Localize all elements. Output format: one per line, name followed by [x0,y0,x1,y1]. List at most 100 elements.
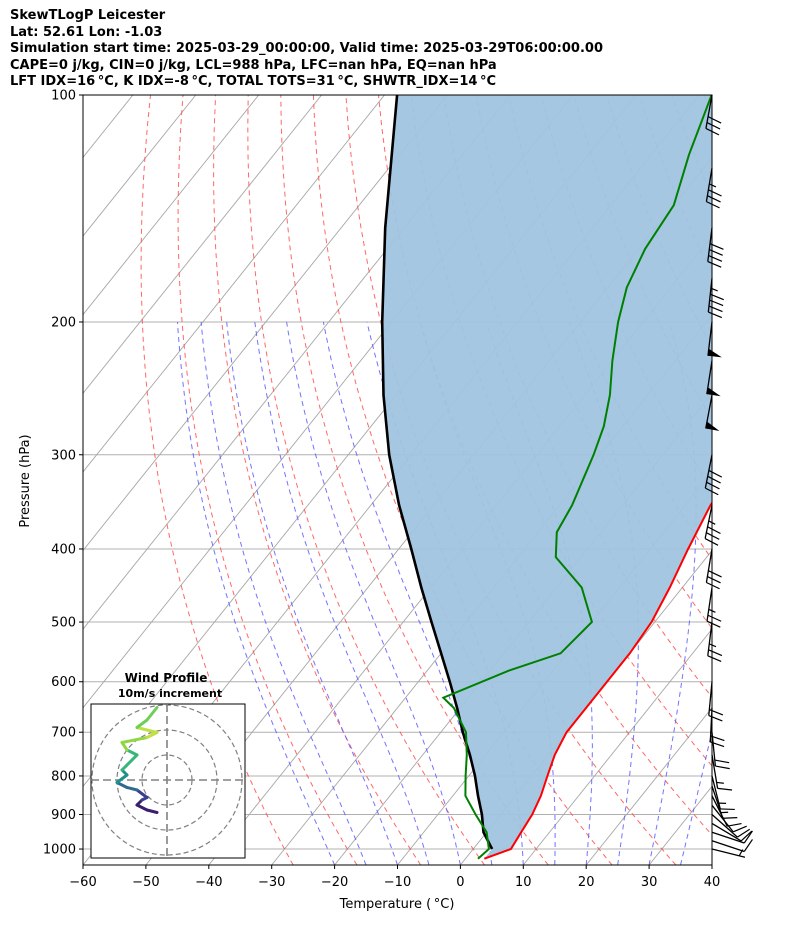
wind-profile-body [91,704,245,858]
wind-barb [711,732,730,770]
wind-profile-frame [90,703,246,859]
wind-profile-segment [135,788,149,799]
moist-adiabat [226,321,398,865]
isotherm [775,95,794,865]
x-axis-label: Temperature ( °C) [339,897,455,912]
wind-barb [707,278,724,319]
wind-barb [708,681,724,722]
wind-barb [711,804,747,833]
barb-full [708,189,722,197]
barb-full [708,570,722,578]
moist-adiabat [177,321,336,865]
x-tick-label: −60 [69,875,96,890]
indices-line-2: LFT IDX=16 °C, K IDX=-8 °C, TOTAL TOTS=3… [10,74,497,89]
x-tick-label: −10 [384,875,411,890]
y-tick-label: 800 [51,769,76,784]
barb-full [709,249,723,256]
barb-flag [706,387,721,397]
dry-adiabat [703,95,712,117]
chart-series [380,95,712,860]
wind-profile-subtitle: 10m/s increment [118,687,222,700]
x-tick-label: −30 [258,875,285,890]
moist-adiabat [254,321,430,865]
barb-full [705,487,719,496]
x-tick-label: −20 [321,875,348,890]
location-line: Lat: 52.61 Lon: -1.03 [10,24,163,40]
barb-full [708,305,723,313]
barb-full [706,532,720,540]
y-axis-label: Pressure (hPa) [18,434,33,527]
barb-half [716,781,724,784]
cape-region [382,95,712,859]
y-tick-label: 700 [51,726,76,741]
y-tick-label: 200 [51,315,76,330]
x-tick-label: 30 [641,875,658,890]
x-tick-label: −50 [132,875,159,890]
isotherm [83,95,260,316]
barb-full [709,299,724,307]
wind-profile-segment [135,726,159,734]
barb-shaft [711,795,728,827]
barb-full [733,825,747,833]
wind-barb [711,839,753,853]
wind-barb [706,587,722,628]
barb-full [705,127,720,136]
x-tick-label: −40 [195,875,222,890]
wind-barb [709,707,725,748]
barb-half [708,520,716,525]
barb-shaft [706,360,713,395]
barb-shaft [711,840,745,853]
barb-full [710,293,724,301]
x-tick-label: 0 [456,875,464,890]
barb-full [707,614,722,622]
barb-full [707,475,721,484]
barb-full [706,620,721,628]
dry-adiabat [737,95,794,865]
isotherm [522,628,712,865]
wind-barb [711,795,742,827]
wind-profile-segment [115,781,129,789]
wind-profile-segment [125,786,139,792]
barb-full [706,201,720,209]
wind-profile-segment [145,706,159,722]
y-tick-label: 400 [51,542,76,557]
dry-adiabat [177,95,358,865]
wind-barb [707,321,722,358]
wind-barb [705,548,722,590]
barb-full [743,830,753,844]
wind-barb [706,360,721,397]
chart-header: SkewTLogP Leicester Lat: 52.61 Lon: -1.0… [10,8,790,91]
barb-half [710,287,718,292]
barb-full [709,709,724,716]
barb-half [708,608,716,613]
wind-profile-segment [135,803,149,812]
barb-full [708,715,723,722]
isotherm [585,707,712,865]
barb-full [708,469,723,478]
isotherm [83,95,448,552]
barb-full [707,195,721,203]
isotherm [711,864,712,865]
barb-full [706,481,720,490]
moist-adiabat [711,862,712,865]
parcel-line [380,95,494,850]
wind-profile-segment [135,718,149,729]
y-tick-label: 900 [51,808,76,823]
y-tick-label: 1000 [43,843,76,858]
chart-title: SkewTLogP Leicester [10,8,166,23]
wind-profile-title: Wind Profile [125,671,208,685]
wind-barb [707,621,723,663]
isotherm [0,95,70,865]
wind-profile-segment [145,808,159,814]
barb-full [706,581,720,590]
barb-shaft [707,321,713,356]
barb-shaft [711,804,734,833]
temperature-line [483,501,712,860]
wind-barb [711,754,733,791]
barb-full [706,122,721,130]
wind-barb [711,775,735,811]
x-tick-label: 20 [578,875,595,890]
wind-profile-segment [120,736,149,744]
